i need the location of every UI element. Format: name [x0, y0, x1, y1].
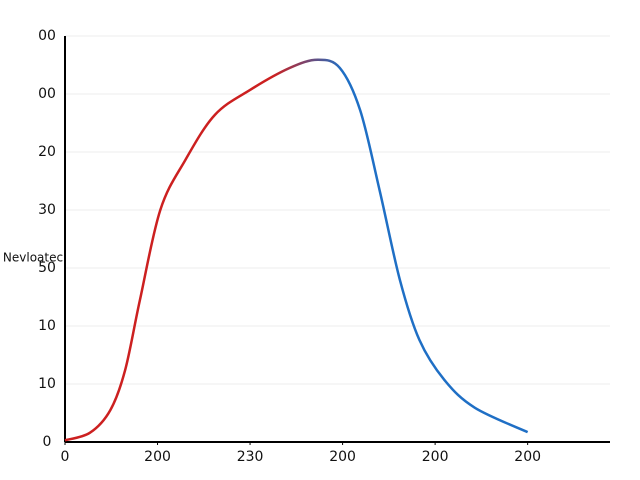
y-tick-label: 50: [38, 260, 56, 276]
x-tick-label: 200: [144, 449, 171, 465]
y-tick-label: 30: [38, 202, 56, 218]
y-tick-label: 20: [38, 144, 56, 160]
y-axis-label: Nevloatec: [3, 251, 63, 265]
y-tick-label: 0: [43, 434, 52, 450]
x-tick-label: 200: [422, 449, 449, 465]
y-tick-label: 00: [38, 28, 56, 44]
line-series: [64, 58, 529, 442]
y-tick-label: 10: [38, 318, 56, 334]
x-tick-label: 200: [329, 449, 356, 465]
x-tick-label: 230: [237, 449, 264, 465]
y-tick-label: 00: [38, 86, 56, 102]
x-tick-label: 0: [61, 449, 70, 465]
y-tick-label: 10: [38, 376, 56, 392]
x-tick-label: 200: [514, 449, 541, 465]
